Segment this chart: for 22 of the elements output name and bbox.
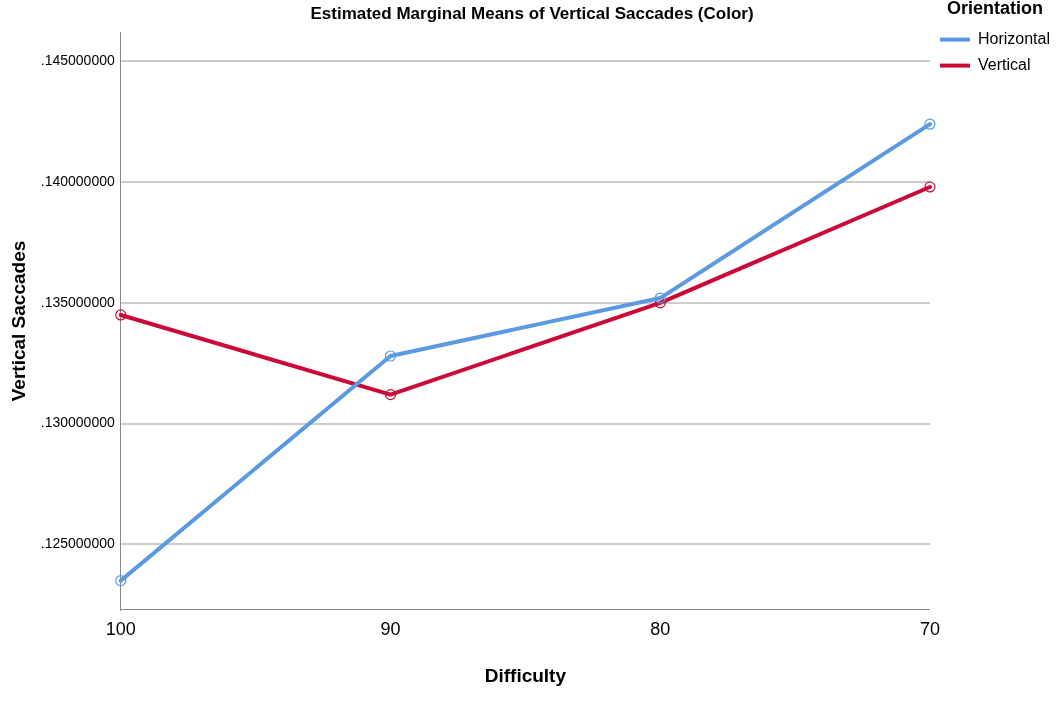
legend-label: Vertical xyxy=(977,56,1031,74)
y-axis-title: Vertical Saccades xyxy=(7,240,29,402)
x-tick-label: 80 xyxy=(650,619,671,640)
point xyxy=(924,118,936,130)
y-tick-label: .145000000 xyxy=(40,52,115,69)
x-axis-title: Difficulty xyxy=(484,664,567,686)
point xyxy=(115,575,127,587)
legend-title: Orientation xyxy=(946,0,1043,18)
x-tick-label: 70 xyxy=(919,619,940,640)
point xyxy=(924,181,936,193)
x-tick-label: 90 xyxy=(380,619,401,640)
y-tick-label: .130000000 xyxy=(40,414,115,431)
x-tick-label: 100 xyxy=(105,619,136,640)
legend-label: Horizontal xyxy=(977,30,1050,48)
point xyxy=(654,292,666,304)
y-tick-label: .135000000 xyxy=(40,293,115,310)
point xyxy=(384,350,397,362)
point xyxy=(115,309,127,321)
chart-title: Estimated Marginal Means of Vertical Saccades (Color) xyxy=(310,3,754,23)
point xyxy=(384,389,397,401)
y-tick-label: .140000000 xyxy=(40,172,115,189)
y-tick-label: .125000000 xyxy=(40,535,115,552)
